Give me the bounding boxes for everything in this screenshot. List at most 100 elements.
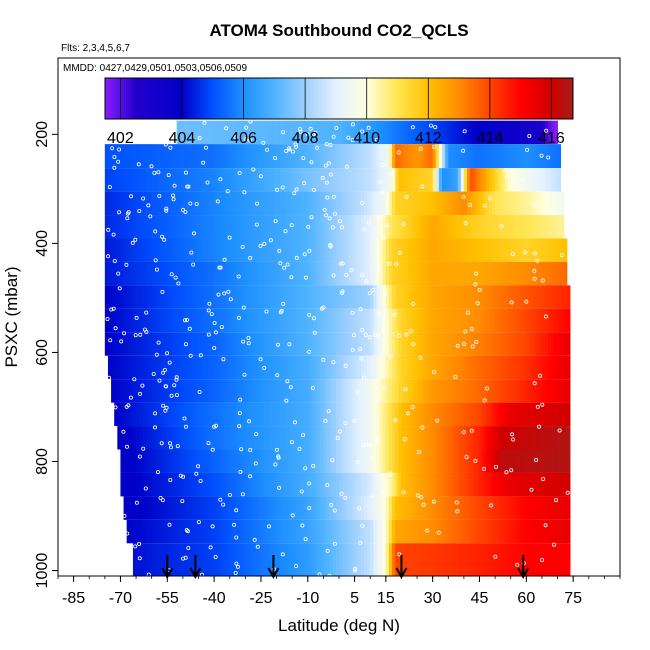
sample-point: [314, 145, 319, 150]
heatmap-cell: [448, 238, 452, 262]
heatmap-cell: [267, 379, 271, 403]
heatmap-cell: [176, 426, 181, 450]
sample-point: [332, 508, 337, 513]
heatmap-cell: [273, 402, 277, 427]
heatmap-cell: [317, 238, 321, 262]
sample-point: [349, 268, 354, 273]
sample-point: [305, 132, 310, 137]
sample-point: [124, 262, 129, 267]
heatmap-cell: [491, 472, 496, 497]
sample-point: [337, 219, 342, 224]
heatmap-cell: [126, 308, 131, 333]
heatmap-cell: [164, 261, 168, 286]
sample-point: [340, 291, 345, 296]
heatmap-cell: [523, 379, 527, 403]
sample-point: [122, 513, 127, 518]
heatmap-cell: [385, 120, 390, 145]
heatmap-cell: [557, 426, 562, 450]
heatmap-cell: [117, 379, 121, 403]
heatmap-cell: [257, 285, 262, 309]
heatmap-cell: [473, 238, 477, 262]
heatmap-cell: [488, 379, 493, 403]
heatmap-cell: [179, 402, 184, 427]
heatmap-cell: [548, 144, 552, 169]
heatmap-cell: [198, 285, 203, 309]
heatmap-cell: [195, 426, 199, 450]
heatmap-cell: [117, 355, 121, 380]
heatmap-cell: [482, 238, 487, 262]
heatmap-cell: [545, 215, 549, 239]
sample-point: [182, 318, 187, 323]
heatmap-cell: [195, 285, 199, 309]
heatmap-cell: [451, 308, 455, 333]
sample-point: [411, 342, 416, 347]
heatmap-cell: [376, 285, 380, 309]
heatmap-cell: [235, 543, 240, 576]
heatmap-cell: [367, 543, 371, 576]
heatmap-cell: [207, 496, 212, 520]
heatmap-cell: [273, 355, 277, 380]
heatmap-cell: [161, 519, 165, 544]
sample-point: [125, 444, 130, 449]
heatmap-cell: [488, 519, 493, 544]
heatmap-cell: [360, 543, 365, 576]
heatmap-band: [104, 285, 571, 309]
heatmap-cell: [417, 120, 421, 145]
heatmap-cell: [192, 472, 196, 497]
heatmap-cell: [351, 215, 356, 239]
heatmap-cell: [557, 449, 562, 473]
heatmap-cell: [445, 379, 449, 403]
heatmap-cell: [488, 120, 493, 145]
heatmap-cell: [557, 355, 562, 380]
heatmap-cell: [438, 449, 443, 473]
heatmap-cell: [395, 261, 399, 286]
heatmap-cell: [129, 261, 134, 286]
sample-point: [338, 261, 343, 266]
heatmap-cell: [379, 449, 384, 473]
heatmap-cell: [282, 238, 287, 262]
sample-point: [189, 250, 194, 255]
heatmap-cell: [192, 168, 196, 192]
heatmap-cell: [335, 379, 340, 403]
heatmap-cell: [395, 285, 399, 309]
heatmap-cell: [223, 543, 227, 576]
heatmap-cell: [392, 144, 396, 169]
heatmap-cell: [448, 496, 452, 520]
heatmap-cell: [423, 144, 427, 169]
heatmap-cell: [357, 472, 362, 497]
heatmap-cell: [392, 261, 396, 286]
heatmap-cell: [476, 402, 480, 427]
heatmap-cell: [420, 332, 424, 356]
sample-point: [170, 193, 175, 198]
heatmap-cell: [360, 308, 365, 333]
heatmap-cell: [207, 332, 212, 356]
heatmap-cell: [357, 215, 362, 239]
heatmap-cell: [117, 191, 121, 216]
heatmap-cell: [463, 215, 468, 239]
heatmap-cell: [354, 168, 359, 192]
sample-point: [248, 119, 253, 124]
heatmap-cell: [164, 168, 168, 192]
heatmap-cell: [157, 168, 162, 192]
heatmap-cell: [420, 168, 424, 192]
heatmap-cell: [557, 215, 562, 239]
heatmap-cell: [438, 144, 443, 169]
heatmap-cell: [426, 496, 430, 520]
sample-point: [287, 342, 292, 347]
x-tick-label: -55: [156, 590, 179, 607]
sample-point: [278, 261, 283, 266]
x-tick-label: 75: [564, 590, 582, 607]
heatmap-cell: [304, 496, 309, 520]
heatmap-cell: [438, 379, 443, 403]
heatmap-cell: [363, 308, 368, 333]
sample-point: [355, 389, 360, 394]
heatmap-cell: [186, 261, 190, 286]
heatmap-cell: [292, 355, 296, 380]
heatmap-cell: [404, 543, 409, 576]
heatmap-cell: [557, 285, 562, 309]
heatmap-cell: [170, 402, 174, 427]
heatmap-cell: [304, 261, 309, 286]
sample-point: [488, 196, 493, 201]
heatmap-cell: [304, 238, 309, 262]
heatmap-cell: [495, 238, 499, 262]
